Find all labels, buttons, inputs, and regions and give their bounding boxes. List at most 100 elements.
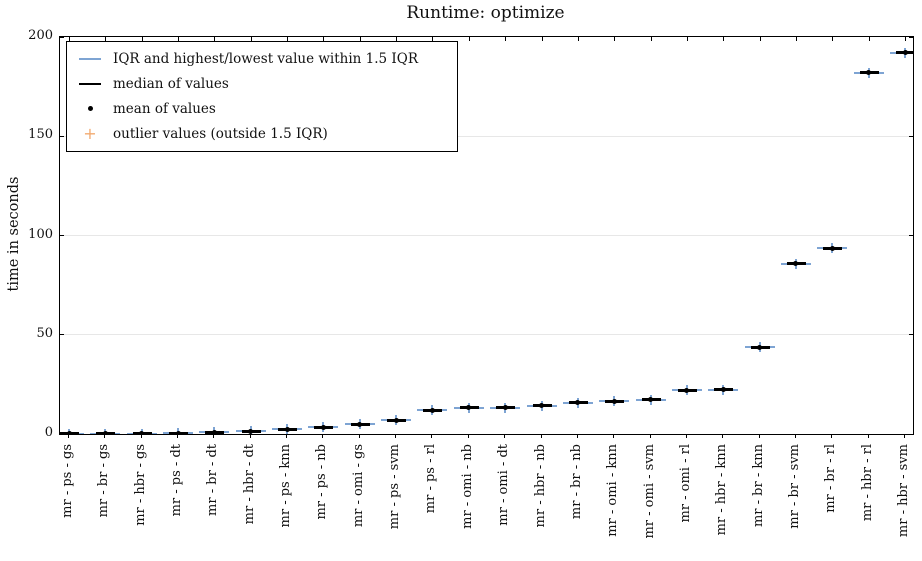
grid-line	[60, 135, 913, 137]
plot-area: IQR and highest/lowest value within 1.5 …	[59, 36, 914, 435]
mean-dot	[575, 400, 581, 406]
x-tick	[686, 37, 688, 41]
mean-dot	[611, 398, 617, 404]
legend-item-outlier: + outlier values (outside 1.5 IQR)	[67, 121, 457, 146]
mean-dot	[720, 387, 726, 393]
mean-dot	[357, 421, 363, 427]
x-tick	[831, 434, 833, 438]
mean-dot	[211, 429, 217, 434]
x-tick-label-text: mr - omi - nb	[459, 444, 475, 529]
x-tick	[467, 434, 469, 438]
median-line-icon	[79, 82, 101, 85]
x-tick	[505, 37, 507, 41]
x-tick-label-text: mr - omi - svm	[641, 444, 657, 539]
legend-item-iqr: IQR and highest/lowest value within 1.5 …	[67, 46, 457, 71]
grid-line	[60, 334, 913, 336]
x-tick	[576, 434, 578, 438]
x-tick	[105, 37, 107, 41]
x-tick-label-text: mr - ps - rl	[423, 444, 439, 514]
mean-dot	[66, 431, 72, 434]
x-tick	[68, 434, 69, 438]
x-tick	[322, 434, 324, 438]
x-tick	[69, 37, 70, 41]
x-tick-label-text: mr - ps - nb	[314, 444, 330, 520]
x-tick-label-text: mr - hbr - rl	[859, 444, 875, 522]
x-tick	[431, 434, 433, 438]
mean-dot	[502, 405, 508, 411]
x-tick	[287, 37, 289, 41]
x-tick	[358, 434, 360, 438]
legend-box: IQR and highest/lowest value within 1.5 …	[66, 41, 458, 152]
y-tick-label: 50	[36, 325, 53, 341]
x-tick-label-text: mr - ps - dt	[169, 444, 185, 517]
x-tick	[396, 37, 398, 41]
x-tick	[504, 434, 506, 438]
legend-item-mean: mean of values	[67, 96, 457, 121]
x-tick-label-text: mr - omi - knn	[605, 444, 621, 537]
mean-dot	[648, 397, 654, 403]
x-tick-label-text: mr - ps - knn	[278, 444, 294, 528]
x-tick-label-text: mr - omi - rl	[677, 444, 693, 523]
legend-label: mean of values	[113, 100, 216, 117]
mean-dot	[284, 426, 290, 432]
x-tick	[758, 434, 760, 438]
mean-dot	[393, 417, 399, 423]
x-tick	[395, 434, 397, 438]
y-tick-label: 0	[44, 425, 53, 440]
iqr-line-icon	[79, 57, 101, 60]
x-tick-label-text: mr - ps - svm	[387, 444, 403, 530]
x-tick	[685, 434, 687, 438]
y-tick	[909, 135, 913, 137]
x-tick	[214, 37, 216, 41]
x-tick	[759, 37, 761, 41]
x-tick-label-text: mr - omi - dt	[496, 444, 512, 526]
legend-item-median: median of values	[67, 71, 457, 96]
x-tick-label-text: mr - hbr - knn	[714, 444, 730, 536]
x-tick	[178, 37, 180, 41]
mean-dot	[320, 424, 326, 430]
x-tick-label-text: mr - hbr - dt	[241, 444, 257, 525]
mean-dot	[102, 431, 108, 434]
y-tick	[60, 235, 64, 236]
x-tick	[868, 37, 870, 41]
y-tick	[909, 235, 913, 236]
x-tick-label-text: mr - hbr - svm	[896, 444, 911, 538]
x-tick	[650, 37, 652, 41]
x-tick-label-text: mr - br - svm	[786, 444, 802, 529]
x-tick	[140, 434, 142, 438]
x-tick	[359, 37, 361, 41]
x-tick-label-text: mr - hbr - gs	[132, 444, 148, 526]
x-tick	[905, 37, 906, 41]
mean-dot-icon	[87, 106, 93, 111]
x-tick	[649, 434, 651, 438]
y-tick	[909, 334, 913, 336]
x-tick	[867, 434, 869, 438]
x-tick	[577, 37, 579, 41]
mean-dot	[902, 50, 908, 56]
x-tick	[795, 37, 797, 41]
y-tick-label: 150	[28, 127, 53, 143]
x-tick-label-text: mr - ps - gs	[60, 444, 75, 518]
x-tick	[832, 37, 834, 41]
mean-dot	[466, 405, 472, 411]
x-tick-label-text: mr - omi - gs	[350, 444, 366, 528]
mean-dot	[429, 407, 435, 413]
y-tick	[60, 334, 64, 336]
mean-dot	[175, 430, 181, 434]
x-tick	[722, 434, 724, 438]
x-tick	[432, 37, 434, 41]
mean-dot	[757, 344, 763, 350]
y-tick-label: 100	[28, 226, 53, 242]
x-tick	[904, 434, 905, 438]
x-tick-label-text: mr - br - rl	[823, 444, 839, 513]
y-tick-label: 200	[28, 28, 53, 43]
x-tick-label-text: mr - br - knn	[750, 444, 766, 528]
x-tick	[540, 434, 542, 438]
x-tick	[794, 434, 796, 438]
mean-dot	[539, 403, 545, 409]
outlier-plus-icon: +	[83, 123, 97, 143]
x-tick-label-text: mr - br - dt	[205, 444, 221, 516]
x-tick	[323, 37, 325, 41]
y-tick	[60, 135, 64, 137]
x-tick	[286, 434, 288, 438]
